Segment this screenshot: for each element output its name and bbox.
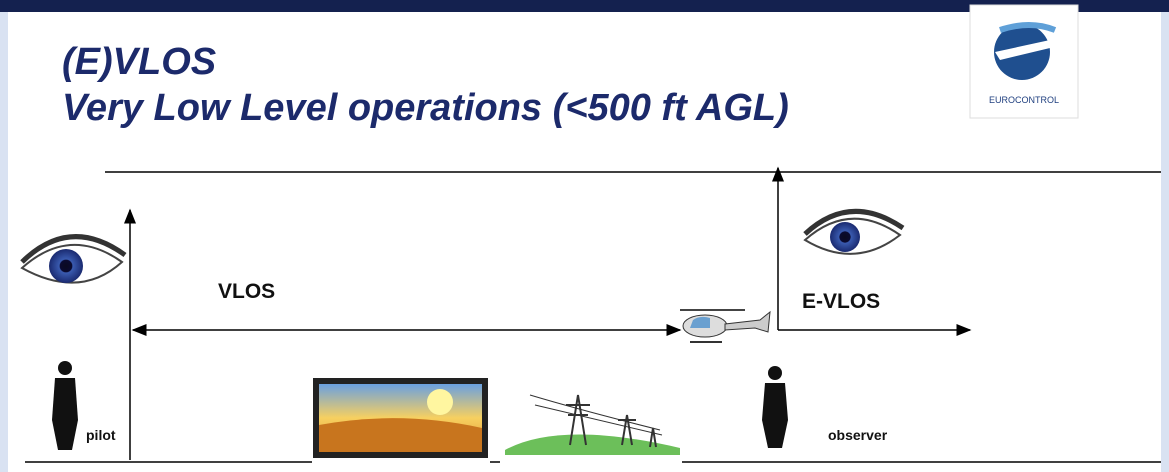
observer-label: observer <box>828 427 888 443</box>
logo-text: EUROCONTROL <box>989 95 1059 105</box>
page: (E)VLOS Very Low Level operations (<500 … <box>0 0 1169 472</box>
pilot-figure <box>52 361 78 450</box>
power-lines <box>505 395 680 455</box>
landscape-picture <box>313 378 488 458</box>
observer-figure <box>762 366 788 448</box>
right-border <box>1161 12 1169 472</box>
title: (E)VLOS <box>62 41 216 83</box>
logo: EUROCONTROL <box>970 5 1078 118</box>
vlos-label: VLOS <box>218 280 275 303</box>
eye-pilot <box>22 237 125 283</box>
pilot-label: pilot <box>86 427 116 443</box>
eye-observer <box>805 211 903 253</box>
subtitle: Very Low Level operations (<500 ft AGL) <box>62 87 789 129</box>
helicopter <box>680 310 770 342</box>
left-border <box>0 12 8 472</box>
evlos-label: E-VLOS <box>802 290 880 313</box>
axes <box>25 168 1161 462</box>
slide: (E)VLOS Very Low Level operations (<500 … <box>0 0 1169 472</box>
